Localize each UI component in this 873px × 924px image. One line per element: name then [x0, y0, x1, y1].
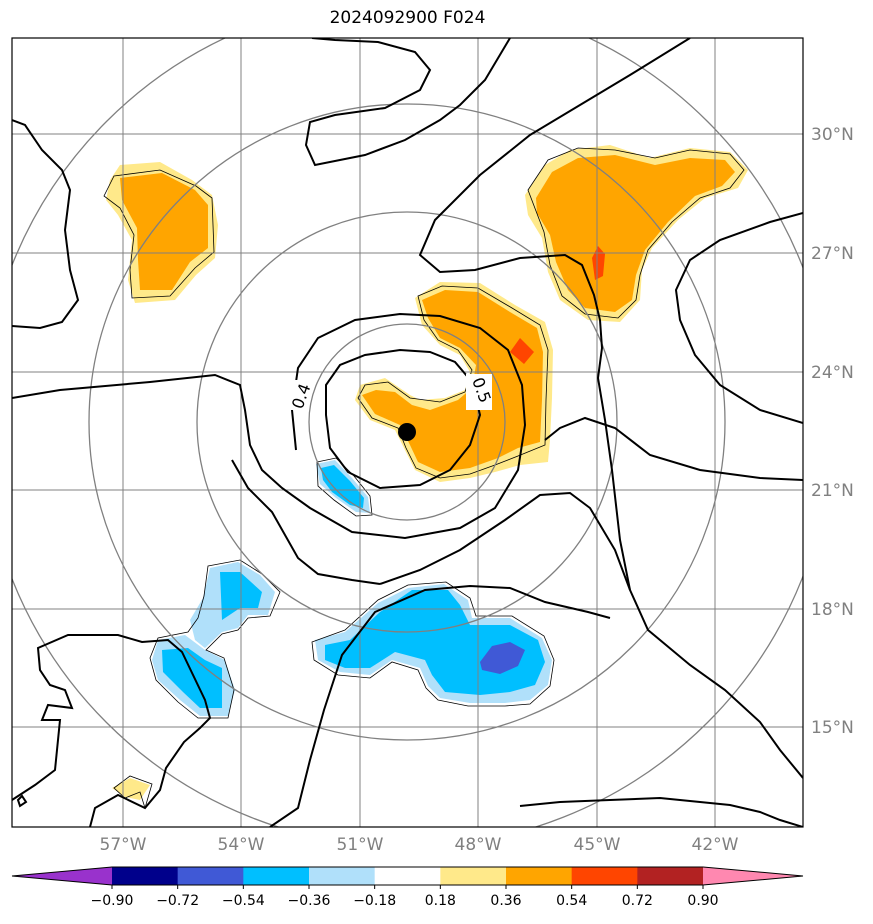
colorbar-tick-label: 0.90 — [687, 893, 718, 909]
colorbar-extend-high — [703, 867, 803, 885]
lat-label-27n: 27°N — [811, 244, 854, 264]
colorbar-segment — [309, 867, 376, 885]
lon-label-45w: 45°W — [574, 835, 621, 855]
colorbar-tick-label: −0.54 — [222, 893, 265, 909]
colorbar-tick-label: 0.54 — [556, 893, 587, 909]
colorbar-tick-label: −0.72 — [156, 893, 199, 909]
map-frame — [11, 37, 804, 828]
lat-label-18n: 18°N — [811, 600, 854, 620]
colorbar-segment — [177, 867, 244, 885]
lat-lon-gridlines — [12, 38, 803, 827]
colorbar-segment — [571, 867, 638, 885]
colorbar-tick-label: 0.72 — [622, 893, 653, 909]
black-contours — [12, 38, 803, 827]
colorbar-tick-label: −0.18 — [353, 893, 396, 909]
storm-center-marker — [398, 423, 416, 441]
lon-label-51w: 51°W — [337, 835, 384, 855]
lon-label-42w: 42°W — [692, 835, 739, 855]
lat-label-24n: 24°N — [811, 363, 854, 383]
map-title: 2024092900 F024 — [329, 8, 486, 28]
range-rings — [12, 38, 803, 827]
colorbar-segment — [243, 867, 310, 885]
colorbar-segment — [112, 867, 179, 885]
colorbar-tick-label: 0.36 — [490, 893, 521, 909]
lon-label-57w: 57°W — [100, 835, 147, 855]
colorbar-segment — [374, 867, 441, 885]
latitude-labels: 30°N 27°N 24°N 21°N 18°N 15°N — [811, 125, 854, 738]
lat-label-15n: 15°N — [811, 718, 854, 738]
longitude-labels: 57°W 54°W 51°W 48°W 45°W 42°W — [100, 835, 739, 855]
colorbar-tick-label: −0.90 — [91, 893, 134, 909]
lat-label-30n: 30°N — [811, 125, 854, 145]
colorbar-segment — [440, 867, 507, 885]
colorbar-tick-label: 0.18 — [425, 893, 456, 909]
colorbar-extend-low — [12, 867, 112, 885]
lon-label-54w: 54°W — [218, 835, 265, 855]
colorbar-segment — [637, 867, 704, 885]
lat-label-21n: 21°N — [811, 481, 854, 501]
map-area: 0.4 0.5 — [12, 38, 803, 827]
colorbar-tick-label: −0.36 — [288, 893, 331, 909]
lon-label-48w: 48°W — [455, 835, 502, 855]
colorbar-segment — [506, 867, 573, 885]
colorbar: −0.90 −0.72 −0.54 −0.36 −0.18 0.18 0.36 0.54 0.7… — [11, 866, 804, 909]
